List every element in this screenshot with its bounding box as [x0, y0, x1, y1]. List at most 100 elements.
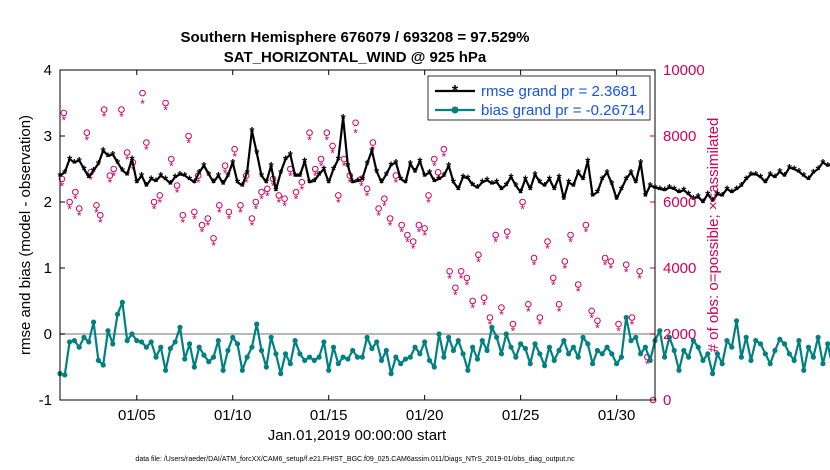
obs-assimilated-point-91: *: [576, 285, 581, 299]
rmse-point-8: *: [96, 157, 102, 172]
bias-point-75: [417, 351, 423, 357]
obs-assimilated-point-51: *: [342, 160, 347, 174]
bias-point-32: [210, 354, 217, 360]
rmse-point-157: *: [811, 166, 817, 181]
rmse-point-4: *: [77, 154, 83, 169]
obs-possible-point-63: [409, 238, 417, 245]
obs-assimilated-point-35: *: [250, 219, 255, 233]
rmse-point-109: *: [580, 172, 586, 187]
obs-possible-point-92: [582, 221, 590, 229]
rmse-point-147: *: [763, 176, 769, 191]
obs-assimilated-point-69: *: [442, 150, 447, 164]
bias-point-73: [407, 354, 413, 360]
bias-point-59: [340, 354, 346, 360]
rmse-point-107: *: [571, 179, 577, 194]
legend-bias-marker: [451, 106, 459, 114]
rmse-point-51: *: [302, 155, 308, 170]
rmse-point-60: *: [345, 159, 351, 174]
obs-possible-point-16: [143, 139, 150, 146]
bias-point-8: [95, 357, 101, 363]
obs-assimilated-point-76: *: [482, 298, 487, 312]
obs-assimilated-point-15: *: [140, 97, 145, 111]
rmse-point-123: *: [648, 179, 654, 194]
obs-possible-point-7: [93, 202, 100, 209]
rmse-point-35: *: [225, 169, 231, 184]
obs-assimilated-point-86: *: [545, 242, 550, 256]
obs-assimilated-point-101: *: [645, 358, 650, 372]
rmse-point-21: *: [158, 169, 164, 184]
rmse-point-33: *: [216, 169, 222, 184]
obs-possible-point-93: [588, 307, 595, 315]
rmse-point-74: *: [413, 165, 419, 180]
rmse-point-145: *: [753, 168, 759, 183]
bias-point-19: [148, 339, 154, 345]
bias-point-60: [345, 356, 351, 362]
rmse-point-13: *: [120, 164, 126, 179]
bias-point-150: [777, 336, 783, 342]
bias-point-140: [729, 344, 735, 350]
rmse-point-127: *: [667, 181, 673, 196]
obs-assimilated-point-62: *: [405, 236, 410, 250]
obs-possible-point-55: [363, 185, 371, 193]
obs-possible-point-17: [150, 198, 158, 206]
obs-assimilated-point-20: *: [169, 160, 174, 174]
bias-point-5: [81, 334, 87, 340]
obs-possible-point-30: [221, 162, 229, 169]
bias-point-110: [585, 341, 591, 347]
rmse-point-101: *: [542, 179, 548, 194]
obs-assimilated-point-67: *: [432, 160, 437, 174]
obs-possible-point-13: [123, 149, 131, 156]
obs-assimilated-point-90: *: [568, 236, 573, 250]
obs-possible-point-88: [555, 301, 563, 308]
obs-assimilated-point-8: *: [98, 216, 103, 230]
obs-possible-point-56: [369, 139, 377, 146]
bias-point-106: [566, 351, 572, 357]
y-tick-label-5: 4: [44, 62, 52, 79]
obs-assimilated-point-38: *: [265, 189, 270, 203]
rmse-point-135: *: [705, 188, 711, 203]
rmse-point-151: *: [782, 169, 788, 184]
bias-point-123: [647, 357, 653, 363]
rmse-point-1: *: [62, 166, 68, 181]
obs-possible-point-36: [252, 198, 260, 206]
obs-possible-point-99: [628, 314, 636, 321]
rmse-point-156: *: [806, 172, 812, 187]
rmse-point-77: *: [427, 166, 433, 181]
obs-possible-point-79: [498, 304, 505, 311]
obs-assimilated-point-28: *: [211, 239, 216, 253]
bias-point-147: [762, 351, 768, 357]
bias-point-58: [335, 361, 341, 367]
rmse-point-139: *: [724, 182, 730, 197]
obs-possible-point-72: [457, 268, 465, 275]
bias-point-54: [316, 354, 322, 360]
x-tick-label-3: 01/20: [406, 407, 444, 424]
bias-point-141: [733, 318, 740, 324]
obs-assimilated-point-2: *: [67, 203, 72, 217]
obs-possible-point-3: [72, 188, 79, 196]
rmse-point-64: *: [365, 157, 371, 172]
chart-title-line1: Southern Hemisphere 676079 / 693208 = 97…: [181, 29, 530, 46]
bias-point-41: [254, 321, 260, 327]
bias-point-135: [705, 351, 711, 357]
obs-assimilated-point-65: *: [422, 229, 427, 243]
rmse-point-45: *: [273, 184, 279, 199]
y2-tick-label-5: 10000: [663, 62, 705, 79]
rmse-point-122: *: [643, 189, 649, 204]
bias-point-1: [62, 372, 68, 378]
x-tick-label-4: 01/25: [502, 407, 540, 424]
rmse-point-89: *: [485, 174, 491, 189]
obs-assimilated-point-41: *: [282, 199, 287, 213]
bias-point-68: [383, 347, 389, 354]
bias-point-103: [551, 357, 557, 363]
obs-possible-point-21: [173, 182, 181, 189]
rmse-point-148: *: [768, 168, 774, 183]
obs-assimilated-point-55: *: [365, 189, 370, 203]
obs-assimilated-point-19: *: [163, 104, 168, 118]
obs-possible-point-23: [185, 132, 192, 140]
obs-assimilated-point-99: *: [630, 318, 635, 332]
obs-assimilated-point-9: *: [102, 110, 107, 124]
rmse-point-40: *: [249, 124, 255, 139]
obs-possible-point-73: [463, 274, 471, 282]
obs-assimilated-point-30: *: [223, 166, 228, 180]
rmse-point-152: *: [787, 161, 793, 176]
